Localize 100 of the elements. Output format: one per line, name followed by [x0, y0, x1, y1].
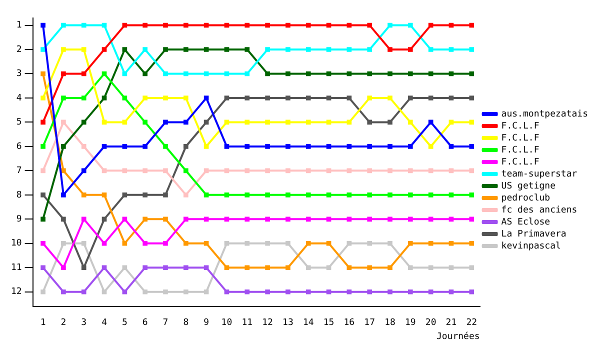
point [81, 71, 86, 76]
point [81, 192, 86, 198]
point [346, 216, 352, 222]
x-tick-label: 15 [323, 318, 334, 328]
point [388, 120, 392, 125]
legend-label: F.C.L.F [501, 121, 540, 132]
point [469, 47, 474, 52]
point [326, 289, 332, 294]
point [61, 47, 66, 52]
point [224, 120, 230, 125]
point [448, 265, 454, 270]
point [367, 22, 372, 28]
point [408, 71, 413, 76]
point [448, 120, 454, 125]
y-tick-label: 2 [16, 44, 22, 55]
point [61, 289, 66, 294]
point [102, 192, 107, 198]
point [306, 289, 311, 294]
y-tick-label: 6 [16, 142, 22, 152]
y-tick-label: 11 [10, 262, 22, 273]
point [183, 22, 188, 28]
point [183, 240, 188, 246]
point [244, 144, 250, 149]
point [388, 168, 392, 174]
point [346, 289, 352, 294]
point [224, 265, 230, 270]
legend-label: team-superstar [501, 169, 578, 180]
y-tick-label: 10 [10, 238, 22, 249]
point [326, 168, 332, 174]
y-tick-label: 5 [16, 118, 22, 128]
x-tick-label: 21 [446, 318, 457, 328]
point [40, 22, 46, 28]
point [326, 71, 332, 76]
legend-label: fc des anciens [501, 205, 578, 216]
point [286, 22, 290, 28]
point [183, 47, 188, 52]
point [183, 144, 188, 149]
point [428, 22, 434, 28]
point [448, 168, 454, 174]
point [122, 216, 128, 222]
x-tick-label: 20 [425, 318, 436, 328]
point [81, 265, 86, 270]
point [326, 265, 332, 270]
point [265, 22, 270, 28]
point [61, 265, 66, 270]
point [204, 216, 209, 222]
point [388, 144, 392, 149]
point [224, 22, 230, 28]
point [346, 96, 352, 100]
point [244, 47, 250, 52]
point [163, 71, 168, 76]
point [81, 96, 86, 100]
point [265, 168, 270, 174]
point [183, 120, 188, 125]
point [122, 192, 128, 198]
point [163, 265, 168, 270]
point [204, 96, 209, 100]
point [306, 144, 311, 149]
point [286, 240, 290, 246]
point [142, 289, 148, 294]
point [428, 265, 434, 270]
point [142, 192, 148, 198]
point [102, 120, 107, 125]
point [40, 192, 46, 198]
point [326, 22, 332, 28]
point [428, 240, 434, 246]
point [408, 240, 413, 246]
legend-label: F.C.L.F [501, 145, 540, 156]
point [244, 265, 250, 270]
point [306, 265, 311, 270]
point [244, 96, 250, 100]
point [122, 168, 128, 174]
point [286, 265, 290, 270]
x-tick-label: 14 [302, 318, 314, 328]
point [306, 216, 311, 222]
point [204, 289, 209, 294]
point [448, 144, 454, 149]
point [102, 216, 107, 222]
point [81, 22, 86, 28]
point [388, 240, 392, 246]
point [163, 96, 168, 100]
point [163, 240, 168, 246]
point [81, 144, 86, 149]
point [224, 216, 230, 222]
point [448, 192, 454, 198]
point [469, 71, 474, 76]
point [408, 216, 413, 222]
point [306, 96, 311, 100]
point [204, 22, 209, 28]
x-tick-label: 22 [466, 318, 478, 328]
legend-label: aus.montpezatais [501, 109, 588, 120]
point [61, 168, 66, 174]
point [102, 96, 107, 100]
point [428, 289, 434, 294]
point [183, 216, 188, 222]
point [448, 216, 454, 222]
point [163, 144, 168, 149]
point [163, 120, 168, 125]
point [408, 289, 413, 294]
point [306, 47, 311, 52]
